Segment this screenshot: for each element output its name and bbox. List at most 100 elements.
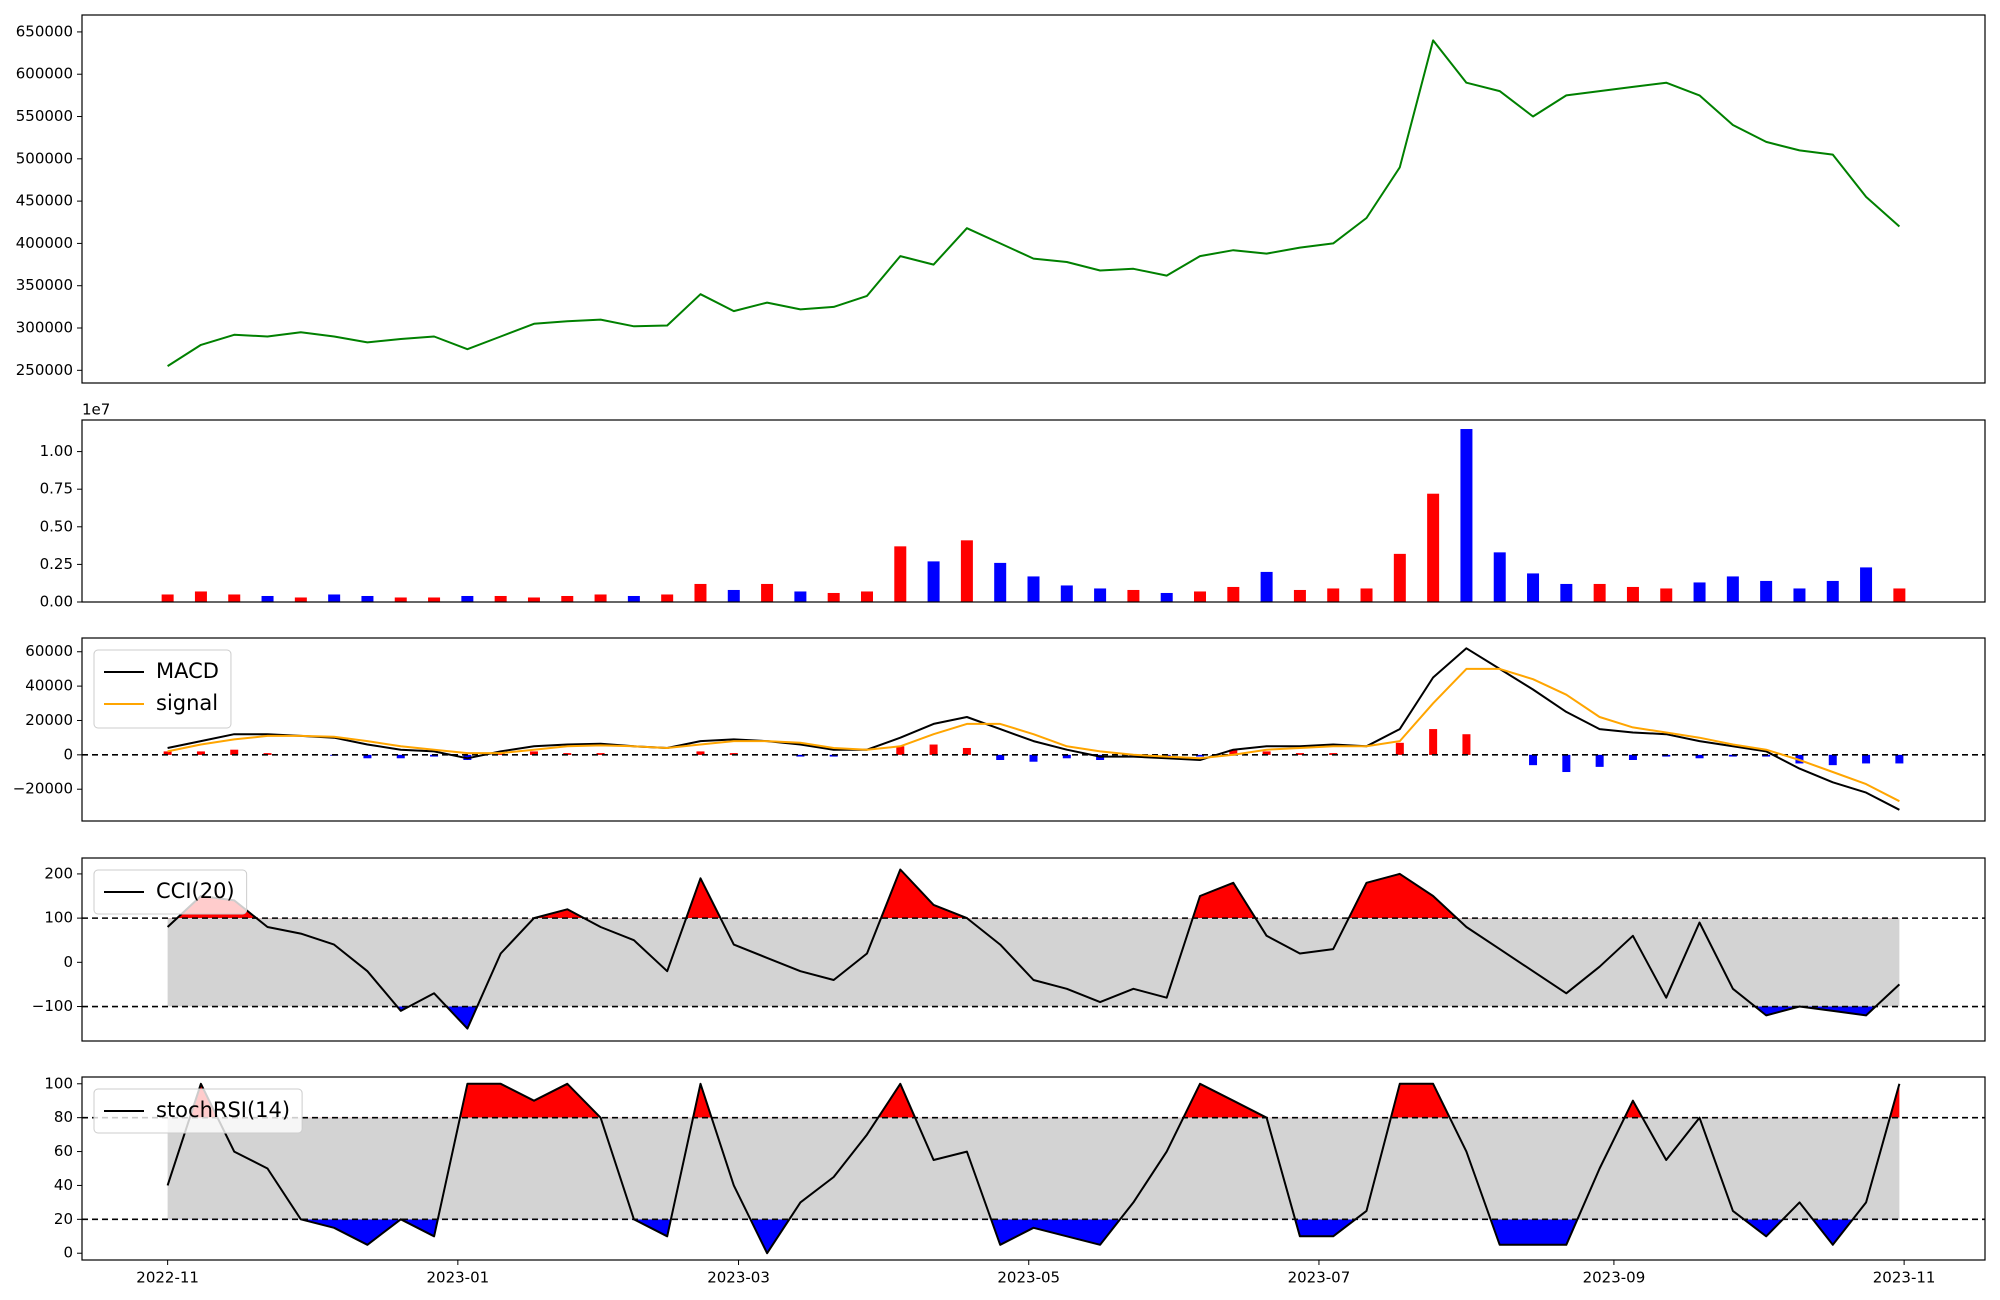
histogram-bar <box>196 751 205 755</box>
volume-bar <box>661 594 674 602</box>
volume-bar <box>1027 576 1040 602</box>
series-line <box>166 868 1901 1030</box>
series-line <box>167 667 1900 803</box>
volume-bar <box>1360 588 1373 602</box>
histogram-bar <box>1329 753 1338 755</box>
plot-area <box>82 647 1985 811</box>
histogram-bar <box>1862 754 1871 764</box>
x-tick-label: 2022-11 <box>136 1269 199 1287</box>
legend-box <box>93 869 248 915</box>
volume-bar <box>927 561 940 602</box>
plot-area <box>167 39 1901 367</box>
volume-bar <box>394 597 407 602</box>
y-tick-label: 100 <box>44 1074 73 1092</box>
y-tick-label: 450000 <box>16 192 73 210</box>
histogram-bar <box>1295 753 1304 755</box>
volume-bar <box>1560 583 1573 602</box>
histogram-bar <box>1229 749 1238 755</box>
volume-bar <box>960 540 973 602</box>
volume-bar <box>827 592 840 602</box>
volume-bar <box>428 597 441 602</box>
volume-bar <box>1460 429 1473 602</box>
histogram-bar <box>929 744 938 755</box>
volume-bar <box>527 597 540 602</box>
axes-frame <box>81 14 1986 384</box>
series-line <box>167 647 1900 811</box>
y-tick-label: 20000 <box>25 711 73 729</box>
histogram-bar <box>1062 754 1071 759</box>
y-tick-label: 0.75 <box>40 480 73 498</box>
histogram-bar <box>363 754 372 759</box>
histogram-bar <box>896 746 905 755</box>
volume-bar <box>1527 573 1540 602</box>
plot-area <box>161 429 1906 602</box>
legend-box <box>93 1088 303 1134</box>
volume-bar <box>1260 571 1273 602</box>
y-tick-label: 0.00 <box>40 593 73 611</box>
volume-bar <box>894 546 907 602</box>
histogram-bar <box>729 753 738 755</box>
axes-frame <box>81 637 1986 822</box>
volume-bar <box>361 595 374 602</box>
volume-bar <box>694 583 707 602</box>
histogram-bar <box>230 749 239 755</box>
axes-frame <box>81 857 1986 1042</box>
volume-bar <box>727 589 740 602</box>
x-tick-label: 2023-05 <box>997 1269 1060 1287</box>
y-tick-label: 200 <box>44 864 73 882</box>
volume-bar <box>1860 567 1873 602</box>
neutral-band <box>167 918 1900 1007</box>
volume-bar <box>161 594 174 602</box>
volume-bar <box>1094 588 1107 602</box>
histogram-bar <box>529 751 538 755</box>
histogram-bar <box>263 753 272 755</box>
x-tick-label: 2023-03 <box>707 1269 770 1287</box>
y-tick-label: 650000 <box>16 22 73 40</box>
volume-bar <box>461 595 474 602</box>
y-tick-label: 40 <box>54 1176 73 1194</box>
y-tick-label: 20 <box>54 1210 73 1228</box>
histogram-bar <box>163 751 172 755</box>
y-tick-label: 1.00 <box>40 442 73 460</box>
volume-bar <box>1693 582 1706 602</box>
y-tick-label: 60000 <box>25 642 73 660</box>
volume-bar <box>1393 553 1406 602</box>
histogram-bar <box>696 751 705 755</box>
y-tick-label: 60 <box>54 1142 73 1160</box>
volume-bar <box>1127 589 1140 602</box>
histogram-bar <box>1196 754 1205 757</box>
y-tick-label: 0.50 <box>40 517 73 535</box>
histogram-bar <box>1728 754 1737 757</box>
legend-label: CCI(20) <box>156 879 235 903</box>
volume-bar <box>294 597 307 602</box>
axes-frame <box>81 419 1986 603</box>
volume-bar <box>1826 580 1839 602</box>
oversold-fill <box>300 1219 1853 1254</box>
series-line <box>167 39 1901 367</box>
offset-label: 1e7 <box>82 401 110 419</box>
volume-bar <box>228 594 241 602</box>
y-tick-label: 80 <box>54 1108 73 1126</box>
y-tick-label: 0.25 <box>40 555 73 573</box>
neutral-band <box>167 1117 1900 1220</box>
y-tick-label: 40000 <box>25 677 73 695</box>
legend-label: signal <box>156 691 218 715</box>
histogram-bar <box>1762 754 1771 757</box>
volume-bar <box>1893 588 1906 602</box>
volume-bar <box>627 595 640 602</box>
histogram-bar <box>1628 754 1637 760</box>
plot-area <box>82 868 1985 1030</box>
volume-bar <box>860 591 873 602</box>
volume-bar <box>194 591 207 602</box>
y-tick-label: 250000 <box>16 361 73 379</box>
y-tick-label: 550000 <box>16 107 73 125</box>
legend-box <box>93 649 232 729</box>
series-line <box>166 1082 1901 1255</box>
histogram-bar <box>1828 754 1837 766</box>
histogram-bar <box>1462 734 1471 755</box>
histogram-bar <box>1395 742 1404 755</box>
volume-bar <box>594 594 607 602</box>
y-tick-label: 600000 <box>16 65 73 83</box>
